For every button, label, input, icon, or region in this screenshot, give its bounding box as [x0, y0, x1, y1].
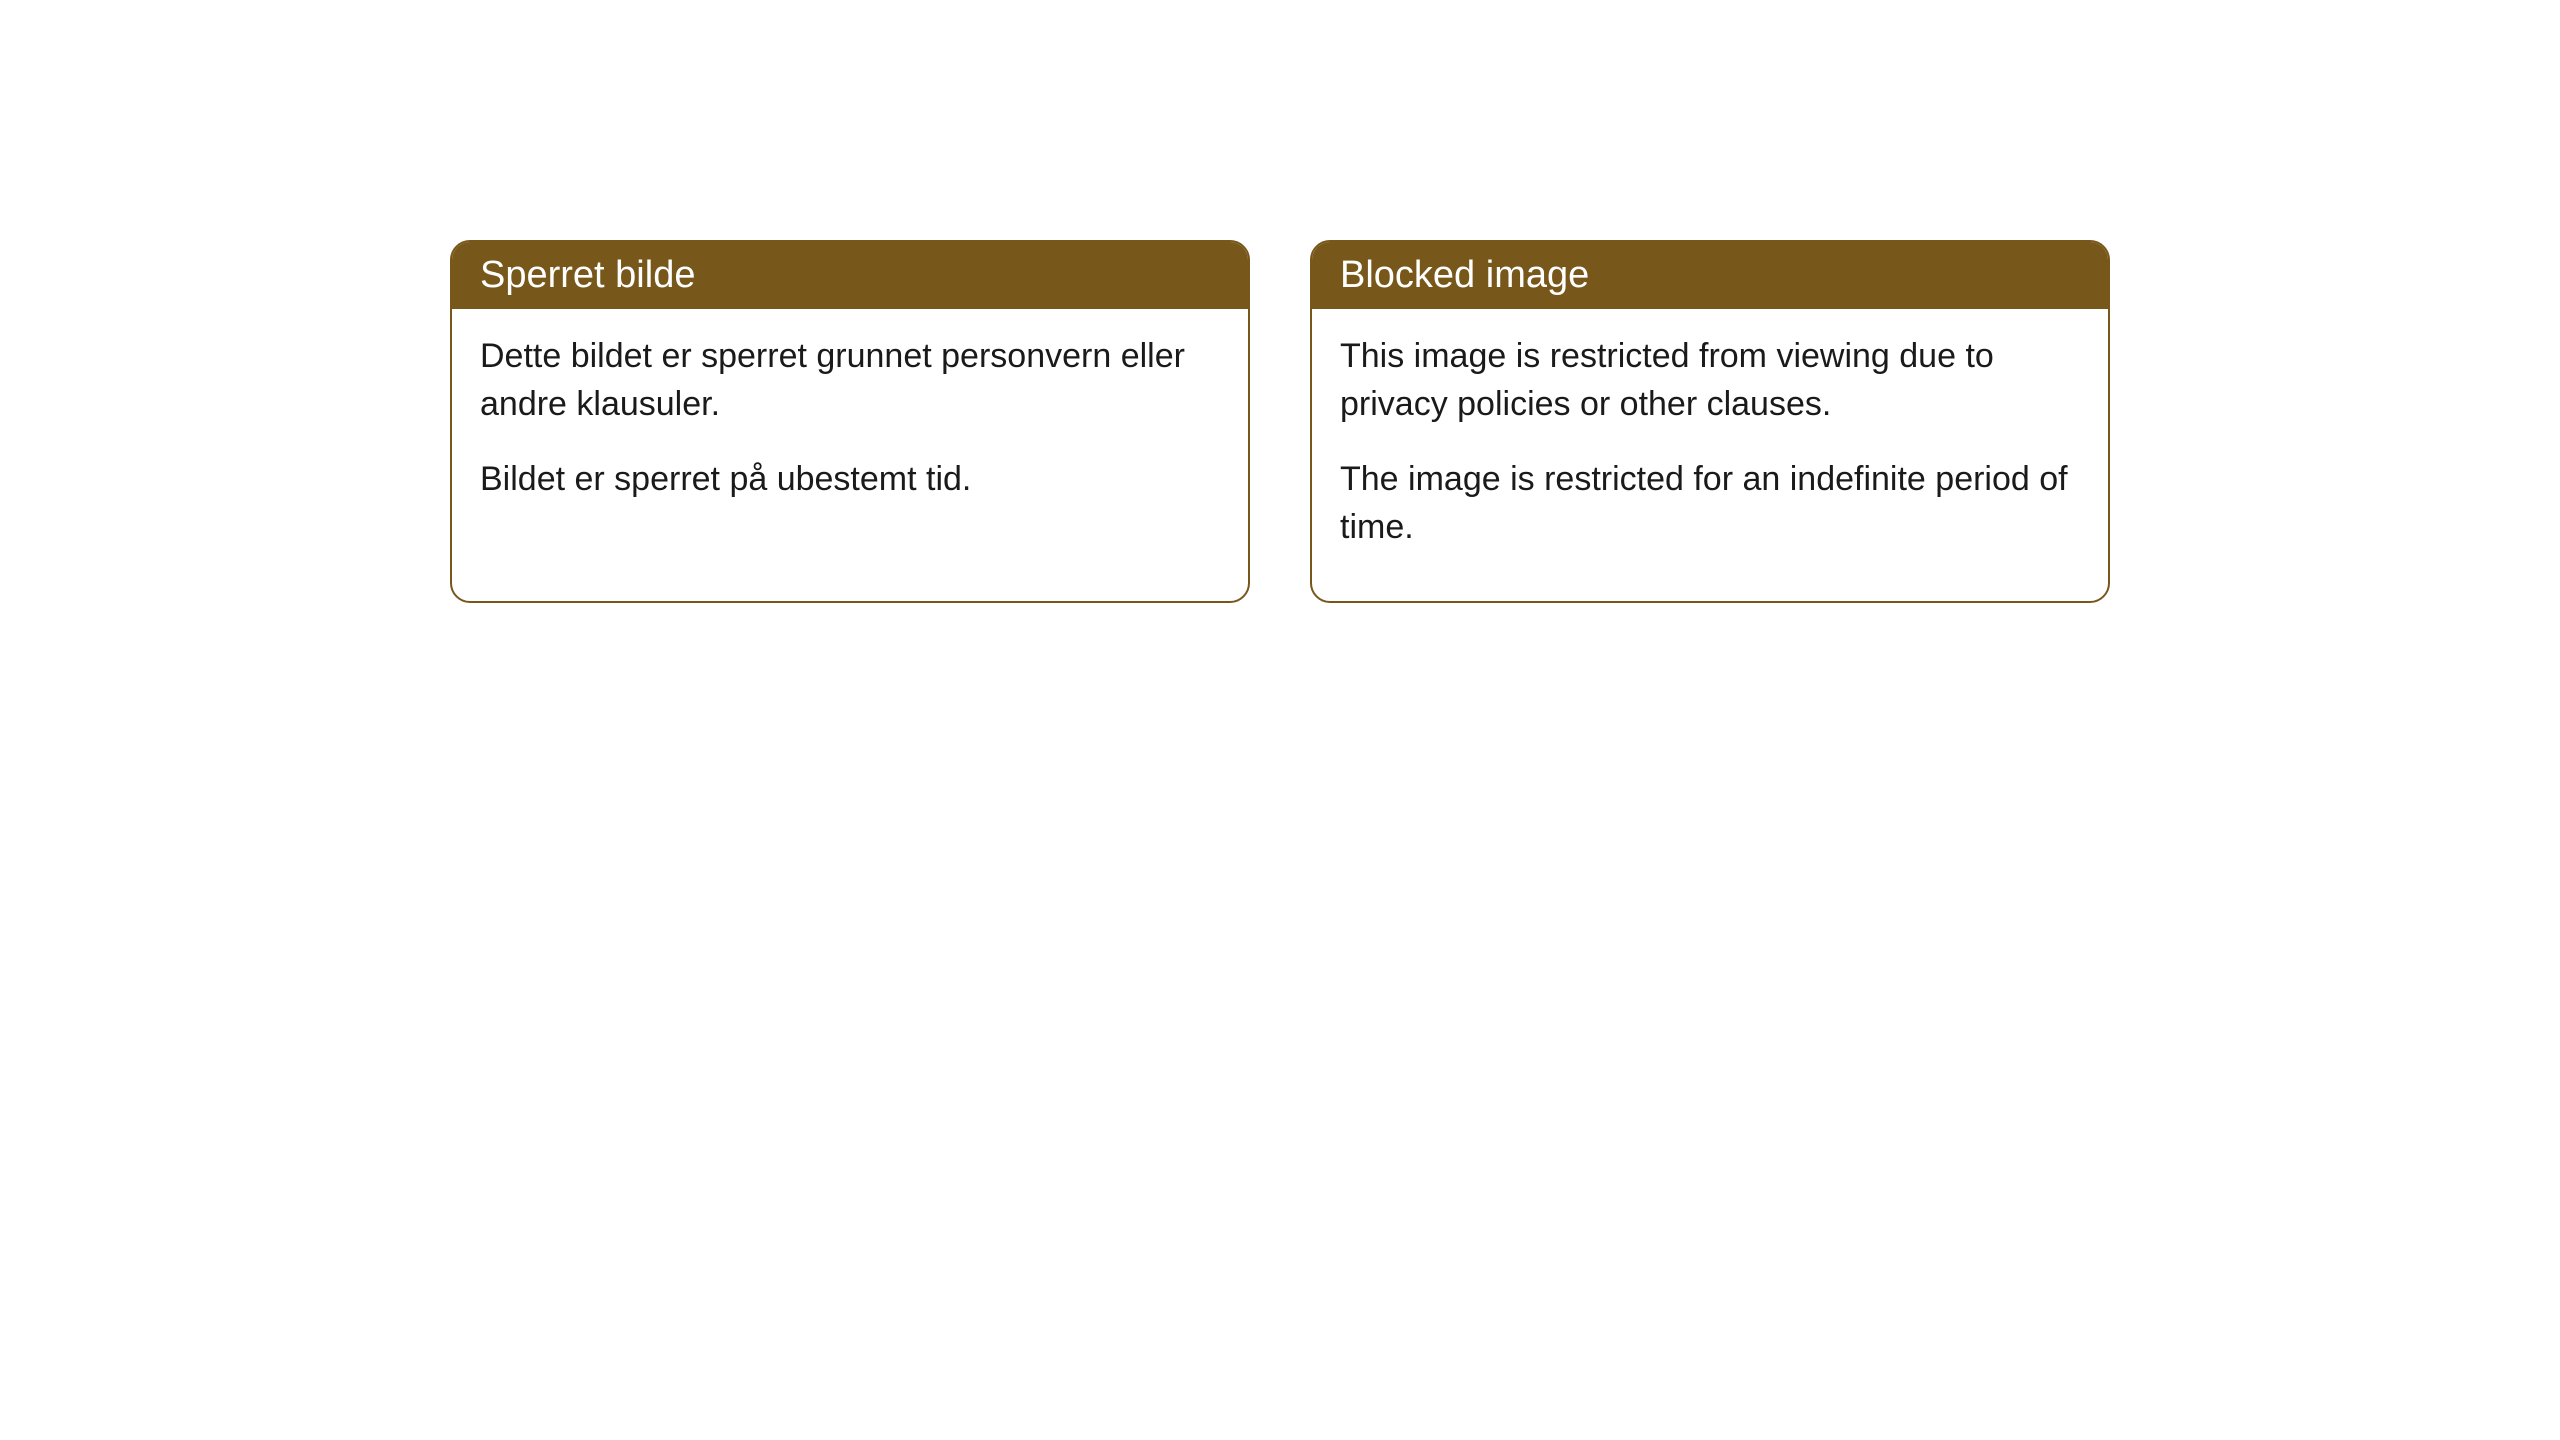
card-norwegian: Sperret bilde Dette bildet er sperret gr…	[450, 240, 1250, 603]
card-header-norwegian: Sperret bilde	[452, 242, 1248, 309]
card-paragraph-2-english: The image is restricted for an indefinit…	[1340, 456, 2080, 551]
card-paragraph-1-norwegian: Dette bildet er sperret grunnet personve…	[480, 333, 1220, 428]
card-title-english: Blocked image	[1340, 254, 1589, 296]
card-body-norwegian: Dette bildet er sperret grunnet personve…	[452, 309, 1248, 554]
card-paragraph-1-english: This image is restricted from viewing du…	[1340, 333, 2080, 428]
card-english: Blocked image This image is restricted f…	[1310, 240, 2110, 603]
card-title-norwegian: Sperret bilde	[480, 254, 695, 296]
card-paragraph-2-norwegian: Bildet er sperret på ubestemt tid.	[480, 456, 1220, 504]
card-header-english: Blocked image	[1312, 242, 2108, 309]
card-body-english: This image is restricted from viewing du…	[1312, 309, 2108, 601]
card-container: Sperret bilde Dette bildet er sperret gr…	[450, 240, 2110, 603]
